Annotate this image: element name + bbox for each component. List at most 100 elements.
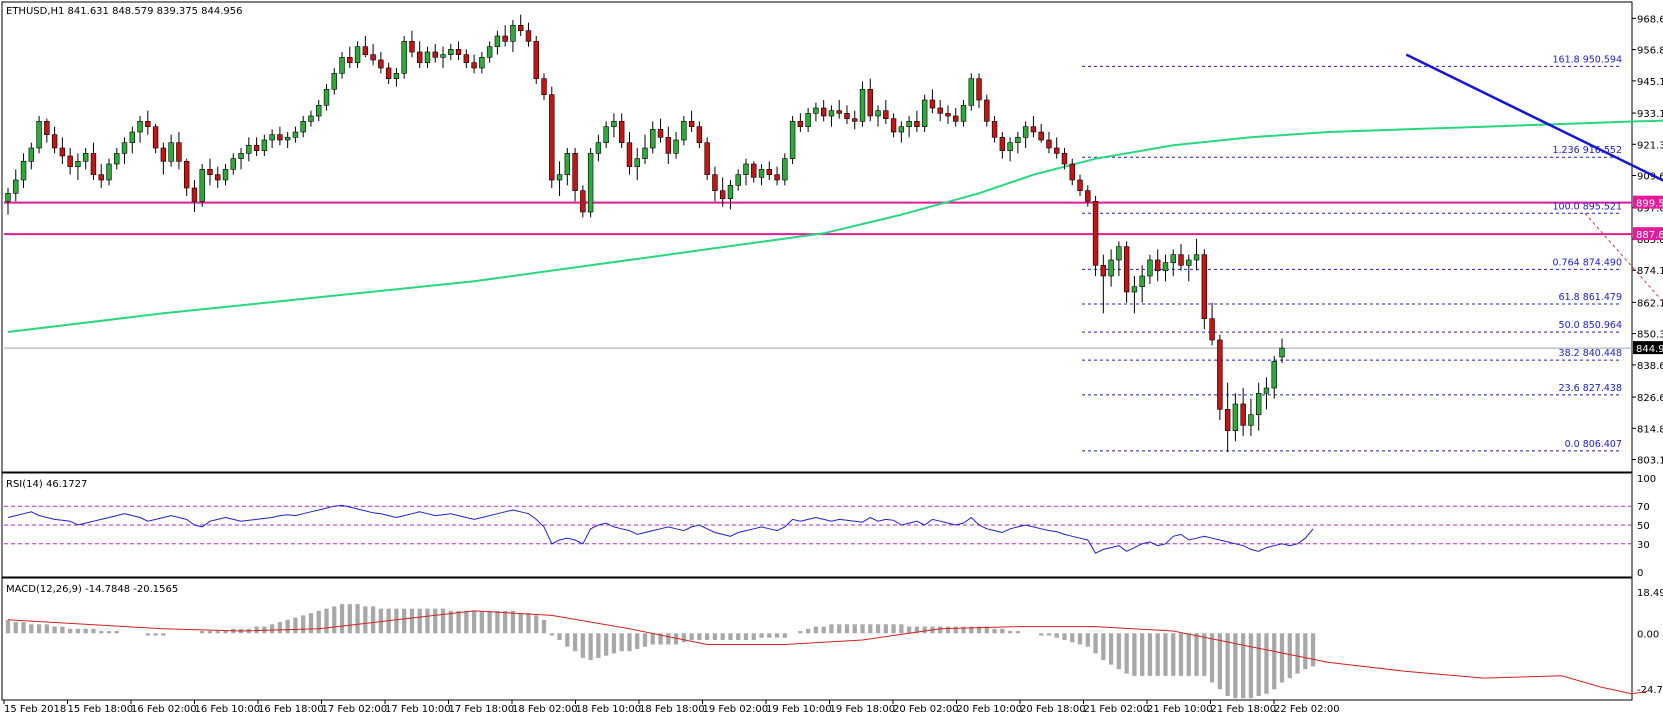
time-label: 16 Feb 10:00 <box>195 704 261 715</box>
fib-label: 161.8 950.594 <box>1552 54 1622 65</box>
candle-body <box>976 78 982 101</box>
candle-body <box>455 49 462 55</box>
candle-body <box>650 129 656 149</box>
price-tick-label: 897.605 <box>1637 204 1663 215</box>
candle-body <box>517 25 524 31</box>
candle-body <box>1085 190 1091 202</box>
rsi-axis-label: 70 <box>1637 502 1650 513</box>
trendline-group <box>1405 53 1663 182</box>
candle-body <box>1224 409 1231 431</box>
candle-body <box>160 147 167 162</box>
rsi-line <box>7 504 1314 554</box>
candle-body <box>945 113 951 117</box>
candle-body <box>284 137 291 141</box>
candle-body <box>354 46 361 63</box>
candle-body <box>378 59 384 69</box>
horizontal-levels: 899.506 887.689 844.956 <box>4 195 1663 355</box>
time-label: 20 Feb 02:00 <box>893 704 959 715</box>
candle-body <box>75 161 81 167</box>
candle-body <box>611 121 617 127</box>
candle-body <box>129 131 136 143</box>
candle-body <box>883 110 889 119</box>
candle-body <box>424 51 431 63</box>
time-label: 17 Feb 02:00 <box>322 704 388 715</box>
candle-body <box>696 126 703 143</box>
candle-body <box>82 153 89 162</box>
candle-body <box>1015 137 1021 143</box>
candle-body <box>580 190 586 213</box>
fib-label: 0.764 874.490 <box>1552 257 1622 268</box>
candle-body <box>898 126 905 133</box>
candle-body <box>20 161 27 181</box>
candle-body <box>937 107 943 114</box>
price-tick-label: 826.605 <box>1637 393 1663 404</box>
candle-body <box>59 147 66 157</box>
candle-body <box>98 174 104 181</box>
candle-body <box>51 134 58 149</box>
candle-body <box>1030 126 1037 133</box>
rsi-label: RSI(14) 46.1727 <box>6 479 87 490</box>
candle-body <box>106 163 112 181</box>
candle-body <box>1193 254 1200 261</box>
fib-label: 100.0 895.521 <box>1552 201 1622 212</box>
candle-body <box>385 67 392 79</box>
candle-body <box>564 153 571 175</box>
candle-body <box>1139 275 1145 287</box>
candle-body <box>1154 259 1161 271</box>
time-label: 19 Feb 10:00 <box>766 704 832 715</box>
candle-body <box>401 41 407 74</box>
candle-body <box>634 158 640 167</box>
level-tag <box>1633 195 1663 209</box>
time-label: 16 Feb 18:00 <box>258 704 324 715</box>
candle-body <box>1255 393 1262 415</box>
candle-body <box>1069 163 1075 181</box>
fib-label: 1.236 916.552 <box>1552 145 1622 156</box>
candle-body <box>991 121 998 138</box>
level-tag-label: 899.506 <box>1636 199 1663 210</box>
candle-body <box>867 89 873 117</box>
candle-body <box>587 153 594 213</box>
candle-body <box>1170 254 1176 263</box>
candle-body <box>1178 254 1184 266</box>
candle-body <box>1186 259 1192 266</box>
candle-body <box>1147 259 1153 277</box>
candle-body <box>152 126 159 149</box>
price-panel-frame <box>1 1 1633 473</box>
candle-body <box>339 57 345 74</box>
candle-body <box>727 185 734 199</box>
candle-body <box>929 99 936 109</box>
candle-body <box>1046 139 1052 149</box>
candle-body <box>1263 387 1270 394</box>
price-tick-label: 921.390 <box>1637 140 1663 151</box>
candle-body <box>494 35 501 47</box>
ma-line <box>7 119 1663 333</box>
candle-body <box>1209 318 1215 341</box>
candle-body <box>238 153 244 159</box>
candle-body <box>836 110 842 114</box>
price-tick-label: 874.175 <box>1637 266 1663 277</box>
candle-body <box>657 129 664 138</box>
candle-body <box>1240 403 1246 426</box>
candle-body <box>36 121 42 149</box>
candle-body <box>1007 142 1013 151</box>
candle-body <box>370 54 376 61</box>
time-label: 17 Feb 18:00 <box>449 704 515 715</box>
candle-body <box>1100 265 1107 277</box>
candle-body <box>1116 246 1122 261</box>
rsi-axis-label: 100 <box>1637 474 1656 485</box>
candle-body <box>875 110 881 117</box>
candle-body <box>463 54 470 63</box>
candle-body <box>347 57 353 63</box>
time-label: 20 Feb 18:00 <box>1020 704 1086 715</box>
candle-body <box>1232 403 1239 431</box>
candle-body <box>906 121 912 127</box>
macd-label: MACD(12,26,9) -14.7848 -20.1565 <box>6 584 178 595</box>
candle-body <box>1279 347 1285 358</box>
time-label: 19 Feb 18:00 <box>830 704 896 715</box>
candle-body <box>331 73 337 90</box>
level-tag-label: 887.689 <box>1636 230 1663 241</box>
candle-body <box>751 163 757 178</box>
price-axis-ticks: 968.605 956.890 945.175 933.105 921.390 909.6… <box>1632 14 1663 467</box>
